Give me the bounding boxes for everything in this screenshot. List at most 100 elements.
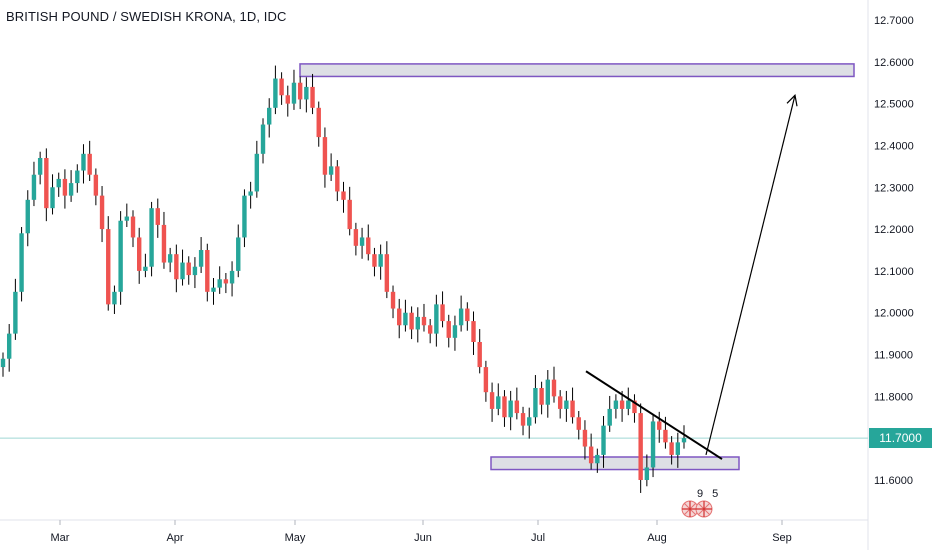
candle-body-down: [186, 262, 191, 276]
candle-body-up: [198, 250, 204, 267]
candle-body-up: [167, 254, 173, 263]
candle: [669, 436, 674, 465]
candle: [93, 168, 99, 206]
candle-body-down: [335, 166, 340, 192]
candle-body-up: [37, 158, 43, 175]
candle-body-up: [56, 178, 61, 188]
candle-body-down: [514, 400, 520, 414]
candle-body-down: [93, 174, 99, 196]
candle-body-up: [248, 191, 253, 196]
candle: [50, 174, 55, 215]
candle-body-down: [297, 82, 303, 100]
candle: [267, 98, 272, 138]
candle: [557, 390, 563, 419]
candle-body-up: [0, 358, 6, 368]
candle: [644, 454, 650, 487]
candle: [81, 144, 86, 184]
candle: [44, 148, 49, 222]
candle: [366, 224, 371, 261]
candle-body-down: [576, 417, 581, 430]
candle-body-down: [557, 396, 563, 409]
candle-body-up: [626, 400, 631, 409]
candle: [539, 381, 544, 415]
candle-body-down: [137, 237, 142, 271]
time-tick-label: Sep: [772, 532, 792, 544]
candle-body-up: [644, 467, 650, 480]
candle-body-up: [217, 279, 222, 288]
candle-body-up: [254, 153, 260, 192]
candle-body-up: [75, 170, 80, 184]
support-zone: [490, 456, 740, 471]
time-tick-label: Aug: [647, 532, 667, 544]
candle-body-down: [384, 254, 390, 292]
candle-body-down: [316, 107, 321, 138]
candle-body-up: [458, 308, 464, 326]
candle: [477, 329, 482, 374]
candle-body-down: [62, 178, 68, 196]
candle: [192, 257, 198, 289]
candle-body-up: [681, 438, 687, 443]
candle-body-up: [545, 379, 550, 405]
price-tick-label: 11.9000: [874, 350, 913, 362]
candle: [0, 352, 6, 377]
candle-body-down: [638, 413, 643, 480]
candle-body-down: [279, 78, 284, 96]
candle: [254, 140, 260, 198]
time-axis: Mar Apr May Jun Jul Aug Sep: [51, 520, 792, 544]
candle: [595, 448, 600, 473]
candle: [13, 278, 18, 340]
candle-body-down: [539, 388, 544, 405]
candle-body-up: [564, 400, 569, 409]
candle-body-up: [291, 82, 297, 104]
candle-body-up: [211, 287, 216, 292]
candle-body-down: [99, 195, 105, 230]
price-tick-label: 12.7000: [874, 15, 914, 27]
candle: [489, 382, 495, 422]
candle: [496, 383, 501, 416]
candle: [56, 172, 61, 197]
badge-number: 9 5: [697, 488, 722, 500]
price-tick-label: 12.2000: [874, 224, 914, 236]
candle: [613, 394, 619, 419]
candle-body-down: [366, 237, 371, 255]
candle-body-up: [359, 237, 365, 246]
candle: [657, 411, 662, 443]
candle: [143, 253, 148, 278]
candle-body-up: [452, 325, 458, 338]
candle: [161, 211, 167, 269]
candle-body-down: [397, 308, 402, 326]
candle-body-down: [440, 304, 445, 322]
candle: [229, 261, 235, 297]
candle-body-up: [25, 199, 30, 234]
candle: [471, 311, 476, 355]
candle: [576, 411, 581, 440]
candle: [279, 72, 284, 105]
candle: [527, 407, 532, 439]
candle: [378, 244, 383, 280]
candle-body-up: [434, 304, 439, 334]
candle: [619, 390, 625, 422]
candle-body-down: [322, 137, 328, 175]
candle: [440, 291, 445, 328]
candle-body-down: [353, 229, 359, 246]
candle-body-down: [619, 400, 625, 409]
candle-body-up: [508, 400, 513, 418]
candle-body-up: [260, 124, 266, 154]
candle: [6, 324, 12, 372]
candle: [335, 160, 340, 202]
candle: [409, 306, 414, 340]
candle: [372, 247, 377, 277]
time-tick-label: Jul: [531, 532, 545, 544]
candle-body-down: [44, 158, 49, 209]
candle: [198, 237, 204, 273]
candle-body-up: [613, 400, 619, 409]
candle-body-up: [328, 166, 334, 175]
time-tick-label: Jun: [414, 532, 432, 544]
candle: [236, 224, 241, 278]
candle-body-down: [106, 229, 111, 305]
candle-body-up: [19, 233, 24, 292]
candle: [19, 227, 24, 302]
candle: [211, 278, 216, 305]
candle: [118, 211, 123, 305]
